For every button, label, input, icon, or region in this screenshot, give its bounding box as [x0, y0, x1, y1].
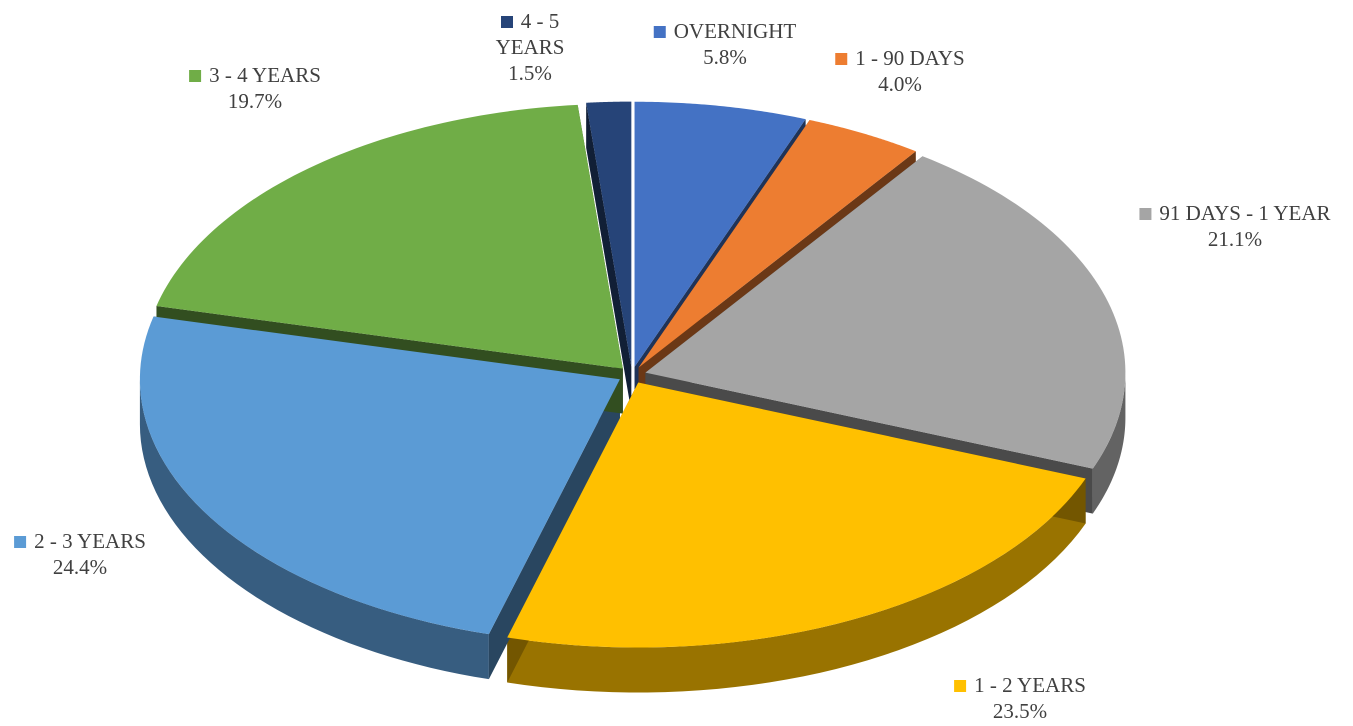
data-label: OVERNIGHT 5.8%	[653, 18, 797, 70]
slice-edge	[586, 102, 632, 412]
legend-swatch	[653, 26, 666, 38]
slice	[139, 316, 620, 635]
value-label: 19.7%	[227, 89, 283, 113]
slice-side	[507, 478, 1086, 693]
data-label: 4 - 5 YEARS 1.5%	[485, 8, 575, 86]
category-label: 4 - 5 YEARS	[495, 9, 565, 59]
slice	[586, 101, 632, 367]
legend-swatch	[1139, 208, 1152, 220]
category-label: 1 - 2 YEARS	[974, 673, 1086, 697]
slice	[634, 101, 806, 367]
slice	[638, 119, 916, 368]
legend-swatch	[14, 536, 27, 548]
slice-side	[1092, 372, 1126, 514]
category-label: 3 - 4 YEARS	[209, 63, 321, 87]
data-label: 1 - 90 DAYS 4.0%	[835, 45, 965, 97]
data-label: 1 - 2 YEARS 23.5%	[954, 672, 1086, 724]
slice-side	[139, 379, 489, 680]
slice	[156, 104, 623, 369]
value-label: 4.0%	[878, 72, 922, 96]
data-label: 91 DAYS - 1 YEAR 21.1%	[1139, 200, 1331, 252]
legend-swatch	[189, 70, 202, 82]
category-label: 91 DAYS - 1 YEAR	[1159, 201, 1331, 225]
legend-swatch	[835, 53, 848, 65]
legend-swatch	[954, 680, 967, 692]
category-label: OVERNIGHT	[673, 19, 797, 43]
value-label: 24.4%	[52, 555, 108, 579]
slice	[507, 382, 1086, 648]
legend-swatch	[500, 16, 513, 28]
category-label: 1 - 90 DAYS	[855, 46, 965, 70]
value-label: 23.5%	[992, 699, 1048, 723]
value-label: 21.1%	[1207, 227, 1263, 251]
value-label: 1.5%	[508, 61, 552, 85]
data-label: 3 - 4 YEARS 19.7%	[189, 62, 321, 114]
category-label: 2 - 3 YEARS	[34, 529, 146, 553]
slice	[645, 156, 1126, 469]
value-label: 5.8%	[703, 45, 747, 69]
slice-edge	[488, 379, 620, 680]
data-label: 2 - 3 YEARS 24.4%	[14, 528, 146, 580]
